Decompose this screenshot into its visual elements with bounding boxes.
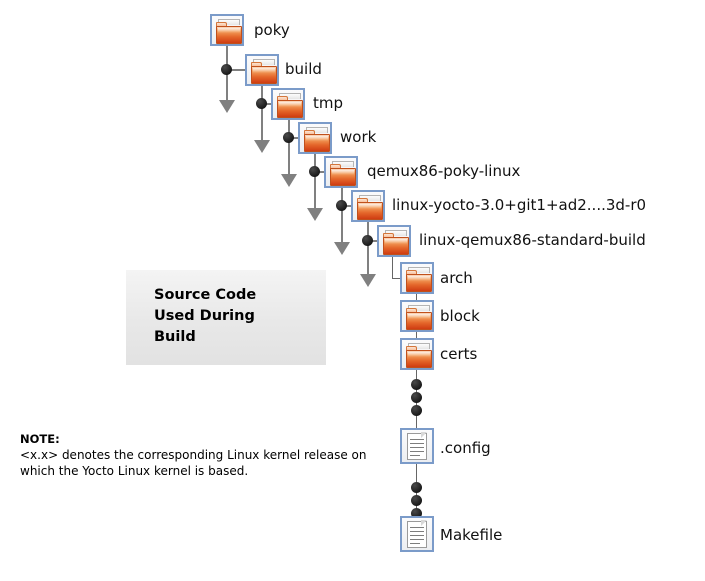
connector-arch-block [416, 294, 417, 300]
folder-icon[interactable] [400, 300, 434, 332]
tree-label-arch: arch [440, 269, 473, 287]
connector-hline-qemux86 [341, 205, 353, 207]
connector-hline-work [314, 171, 326, 173]
connector-vline-tmp [288, 120, 290, 178]
connector-arrow-poky [219, 100, 235, 113]
tree-label-linux-yocto: linux-yocto-3.0+git1+ad2....3d-r0 [392, 196, 647, 214]
tree-label-makefile: Makefile [440, 526, 503, 544]
file-icon[interactable] [400, 516, 434, 552]
connector-arrow-tmp [281, 174, 297, 187]
connector-hline-tmp [288, 137, 300, 139]
connector-hline-build [261, 103, 273, 105]
connector-hline-linuxyocto [367, 240, 379, 242]
note-heading: NOTE: [20, 432, 60, 446]
connector-dot-work [309, 166, 320, 177]
folder-icon[interactable] [400, 338, 434, 370]
ellipsis-dot [411, 379, 422, 390]
folder-icon[interactable] [377, 225, 411, 257]
tree-label-certs: certs [440, 345, 478, 363]
connector-vline-linuxyocto [367, 222, 369, 278]
connector-arrow-linuxyocto [360, 274, 376, 287]
folder-icon[interactable] [298, 122, 332, 154]
folder-icon[interactable] [400, 262, 434, 294]
connector-vline-build [261, 86, 263, 144]
connector-elbow-vertical-standardbuild [392, 257, 393, 279]
connector-block-certs [416, 332, 417, 338]
source-code-callout: Source Code Used During Build [126, 270, 326, 365]
folder-icon[interactable] [324, 156, 358, 188]
tree-label-poky: poky [254, 21, 290, 39]
tree-label-block: block [440, 307, 480, 325]
note-body: <x.x> denotes the corresponding Linux ke… [20, 448, 367, 478]
connector-arrow-work [307, 208, 323, 221]
tree-label-tmp: tmp [313, 94, 344, 112]
tree-label-work: work [340, 128, 377, 146]
note-block: NOTE: <x.x> denotes the corresponding Li… [20, 432, 367, 479]
ellipsis-dot [411, 482, 422, 493]
tree-label-qemux86-poky-linux: qemux86-poky-linux [367, 162, 521, 180]
connector-hline-poky [226, 69, 247, 71]
connector-vline-poky [226, 46, 228, 104]
connector-dot-linuxyocto [362, 235, 373, 246]
ellipsis-dot [411, 405, 422, 416]
connector-dot-build [256, 98, 267, 109]
file-icon[interactable] [400, 428, 434, 464]
tree-label-config: .config [440, 439, 491, 457]
connector-arrow-qemux86 [334, 242, 350, 255]
source-code-callout-text: Source Code Used During Build [154, 287, 257, 345]
tree-label-linux-qemux86-standard-build: linux-qemux86-standard-build [419, 231, 646, 249]
folder-icon[interactable] [351, 190, 385, 222]
connector-vline-qemux86 [341, 188, 343, 246]
folder-icon[interactable] [271, 88, 305, 120]
tree-label-build: build [285, 60, 322, 78]
folder-icon[interactable] [245, 54, 279, 86]
connector-arrow-build [254, 140, 270, 153]
folder-icon[interactable] [210, 14, 244, 46]
ellipsis-dot [411, 392, 422, 403]
ellipsis-dot [411, 495, 422, 506]
connector-dot-poky [221, 64, 232, 75]
connector-vline-work [314, 154, 316, 212]
connector-dot-tmp [283, 132, 294, 143]
connector-dot-qemux86 [336, 200, 347, 211]
ellipsis-dot [411, 508, 422, 519]
